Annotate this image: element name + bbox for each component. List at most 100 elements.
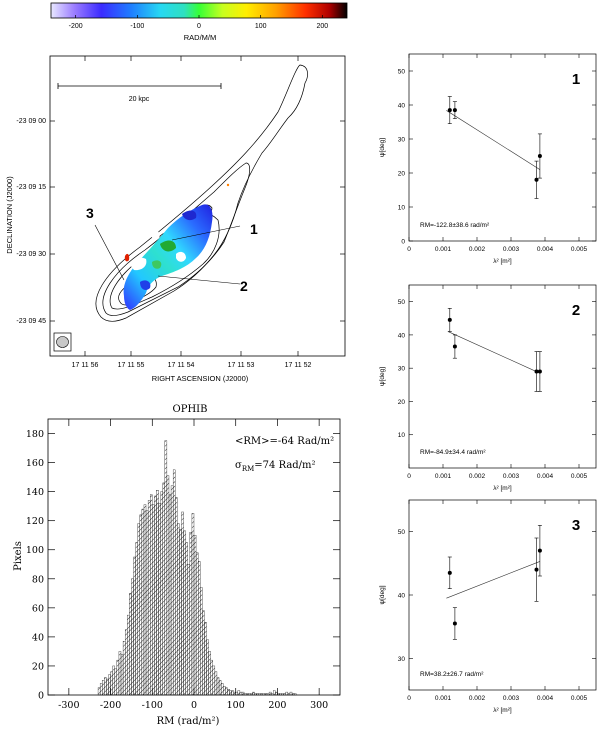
histogram-bar	[160, 491, 163, 696]
histogram-bar	[137, 523, 140, 696]
histogram-bar	[168, 494, 172, 696]
histogram-bar	[189, 532, 193, 696]
histogram-bar	[162, 482, 165, 696]
sigma-symbol: σ	[235, 460, 242, 471]
rm-map-dec-tick-1: -23 09 00	[16, 118, 46, 125]
histogram-bar	[260, 693, 264, 696]
rm-map-dec-tick-3: -23 09 30	[16, 251, 46, 258]
sigma-value: =74 Rad/m²	[254, 460, 315, 471]
panel-xtick-label: 0.004	[537, 246, 554, 253]
panel-xtick-label: 0.001	[435, 695, 452, 702]
panel-xtick-label: 0.003	[503, 695, 520, 702]
panel-xtick-label: 0.004	[537, 695, 554, 702]
histogram-bar	[195, 552, 199, 696]
beam-ellipse	[56, 336, 69, 348]
panel-xtick-label: 0.005	[571, 246, 588, 253]
histogram-bars	[97, 440, 297, 696]
panel-ytick-label: 20	[398, 399, 406, 406]
histogram-bar	[193, 535, 197, 696]
panel-ytick-label: 40	[398, 332, 406, 339]
panel-xlabel: λ² [m²]	[493, 707, 512, 714]
rm-map-dec-tick-4: -23 09 45	[16, 318, 46, 325]
histogram-bar	[264, 693, 268, 696]
panel-data-point	[537, 369, 542, 374]
histogram-bar	[243, 693, 247, 696]
histogram-bar	[256, 693, 259, 696]
histogram-xtick-label: -200	[100, 700, 121, 711]
panel-xtick-label: 0	[407, 473, 411, 480]
histogram-bar	[200, 587, 203, 696]
histogram-bar	[223, 686, 226, 696]
rm-map-ra-tick-3: 17 11 54	[168, 362, 195, 369]
panel-xtick-label: 0.005	[571, 473, 588, 480]
panel-ytick-label: 30	[398, 137, 406, 144]
histogram-bar	[129, 593, 132, 696]
panel-fit-line	[447, 331, 541, 374]
rm-map-ylabel: DECLINATION (J2000)	[5, 176, 14, 254]
rm-fit-panel-1: 0 0.001 0.002 0.003 0.004 0.005 0 10 20 30 40 50 1 RM…	[379, 53, 597, 265]
panel-fit-line	[446, 110, 541, 170]
histogram-bar	[106, 678, 109, 696]
histogram-bar	[166, 475, 170, 696]
panel-data-point	[447, 108, 452, 113]
histogram-bar	[122, 641, 126, 696]
colorbar-tick-label: 0	[197, 23, 201, 30]
histogram-bar	[114, 668, 118, 696]
panel-xtick-label: 0.003	[503, 246, 520, 253]
rm-map-ra-tick-2: 17 11 55	[118, 362, 145, 369]
rm-map-ra-tick-5: 17 11 52	[285, 362, 312, 369]
histogram-ytick-label: 100	[26, 545, 44, 556]
panel-ytick-label: 50	[398, 69, 406, 76]
panel-xtick-label: 0.002	[469, 473, 486, 480]
histogram-ytick-label: 180	[26, 429, 44, 440]
panel-fit-line	[446, 561, 541, 599]
panel-xlabel: λ² [m²]	[493, 485, 512, 492]
histogram-bar	[216, 677, 220, 696]
rm-map-ticks	[50, 56, 345, 356]
panel-ylabel: ψ[deg]	[379, 585, 386, 604]
histogram-bar	[156, 490, 159, 696]
histogram-bar	[204, 622, 207, 696]
histogram-bar	[287, 693, 291, 696]
histogram-bar	[175, 497, 178, 696]
panel-data-point	[452, 621, 457, 626]
histogram-bar	[185, 542, 188, 696]
colorbar-tick-label: 200	[316, 23, 328, 30]
panel-number-label: 1	[572, 71, 580, 88]
histogram-bar	[131, 578, 134, 696]
histogram-bar	[104, 677, 107, 696]
histogram-bar	[143, 504, 147, 696]
histogram-bar	[289, 691, 293, 696]
histogram-bar	[141, 508, 145, 696]
histogram-bar	[212, 665, 216, 696]
histogram-xtick-label: -100	[142, 700, 163, 711]
histogram-bar	[97, 687, 101, 696]
histogram-bar	[231, 690, 234, 696]
panel-xtick-label: 0	[407, 695, 411, 702]
region-label-2: 2	[240, 278, 248, 294]
histogram-bar	[99, 683, 103, 696]
panel-xtick-label: 0.001	[435, 246, 452, 253]
histogram-bar	[112, 665, 115, 696]
histogram-bar	[170, 485, 174, 696]
panel-ytick-label: 20	[398, 171, 406, 178]
histogram-bar	[208, 651, 211, 696]
panel-ylabel: ψ[deg]	[379, 367, 386, 386]
panel-ylabel: ψ[deg]	[379, 138, 386, 157]
panel-data-point	[447, 570, 452, 575]
histogram-ytick-label: 160	[26, 458, 44, 469]
panel-ytick-label: 50	[398, 529, 406, 536]
histogram-bar	[147, 500, 151, 696]
panel-xtick-label: 0	[407, 246, 411, 253]
histogram-axes: -300 -200 -100 0 100 200 300 0 20 40 60 80 100 120 140…	[26, 419, 340, 711]
histogram-bar	[152, 504, 155, 696]
panel-frame	[408, 499, 597, 691]
histogram-bar	[225, 687, 228, 696]
histogram-bar	[239, 691, 243, 696]
panel-data-point	[537, 154, 542, 158]
panel-rm-annotation: RM=-122.8±38.6 rad/m²	[420, 222, 490, 229]
colorbar: -200 -100 0 100 200 RAD/M/M	[50, 2, 348, 42]
histogram-xtick-label: 200	[268, 700, 286, 711]
histogram-bar	[281, 693, 284, 696]
